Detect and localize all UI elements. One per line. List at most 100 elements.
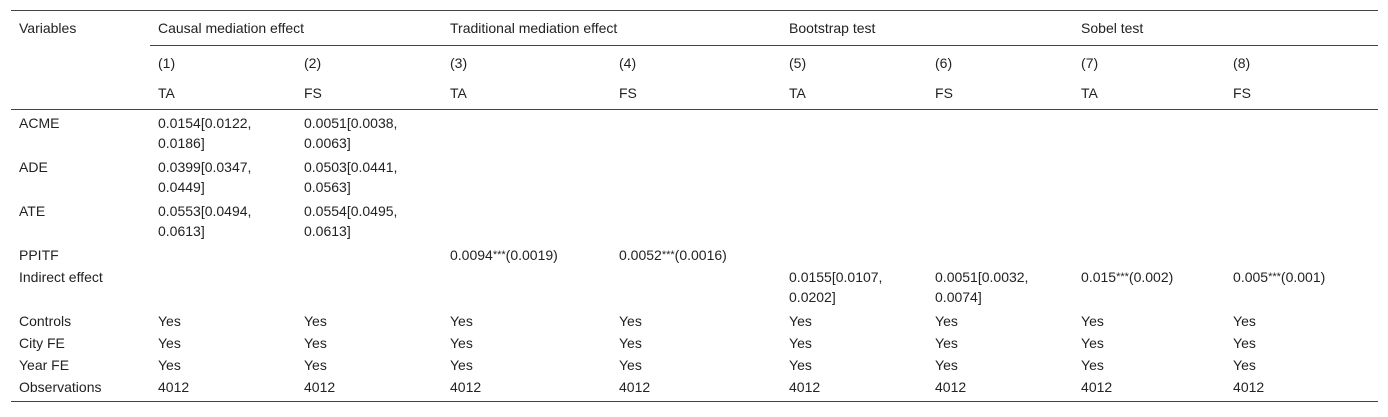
col-number: (2) bbox=[304, 54, 322, 71]
table-cell: 0.0154[0.0122, 0.0186] bbox=[158, 115, 252, 151]
header-number-row: (1) (2) (3) (4) (5) (6) (7) (8) bbox=[11, 45, 1378, 76]
table-cell: 0.0399[0.0347, 0.0449] bbox=[158, 159, 252, 195]
table-cell bbox=[781, 245, 927, 267]
row-label: Year FE bbox=[19, 357, 70, 373]
table-row: Year FE Yes Yes Yes Yes Yes Yes Yes Yes bbox=[11, 355, 1378, 377]
table-cell: Yes bbox=[158, 313, 181, 329]
table-row: PPITF 0.0094***(0.0019) 0.0052***(0.0016) bbox=[11, 245, 1378, 267]
table-cell bbox=[611, 201, 781, 245]
significance-stars: *** bbox=[1116, 271, 1129, 283]
table-row: Indirect effect 0.0155[0.0107, 0.0202] 0.0… bbox=[11, 267, 1378, 311]
col-variable: FS bbox=[927, 76, 1074, 110]
table-cell: 4012 bbox=[611, 377, 782, 402]
standard-error: (0.0019) bbox=[505, 247, 558, 263]
table-cell: Yes bbox=[789, 313, 812, 329]
table-cell bbox=[442, 157, 611, 201]
significance-stars: *** bbox=[661, 249, 675, 261]
group-header-sobel: Sobel test bbox=[1073, 10, 1379, 46]
col-variable: TA bbox=[1073, 76, 1226, 110]
table-cell: 0.0052***(0.0016) bbox=[611, 245, 781, 267]
table-cell bbox=[1073, 201, 1225, 245]
table-cell bbox=[1225, 245, 1378, 267]
table-cell: Yes bbox=[158, 335, 181, 351]
table-cell: Yes bbox=[1233, 335, 1256, 351]
row-label: ATE bbox=[19, 203, 46, 219]
col-variable: FS bbox=[296, 76, 442, 110]
table-row: ADE 0.0399[0.0347, 0.0449] 0.0503[0.0441, … bbox=[11, 157, 1378, 201]
significance-stars: *** bbox=[1268, 271, 1281, 283]
table-cell bbox=[1073, 245, 1225, 267]
header-blank bbox=[11, 45, 150, 76]
table-cell bbox=[296, 245, 442, 267]
significance-stars: *** bbox=[492, 249, 506, 261]
table-cell: 4012 bbox=[1225, 377, 1379, 402]
table-cell: Yes bbox=[935, 313, 958, 329]
standard-error: (0.001) bbox=[1280, 269, 1326, 285]
mediation-results-table: Variables Causal mediation effect Tradit… bbox=[11, 10, 1379, 402]
table-cell: Yes bbox=[304, 335, 327, 351]
table-cell: 4012 bbox=[781, 377, 928, 402]
table-cell: 0.0553[0.0494, 0.0613] bbox=[158, 203, 252, 239]
table-cell bbox=[1225, 157, 1378, 201]
col-number: (6) bbox=[935, 54, 953, 71]
table-cell: Yes bbox=[450, 313, 473, 329]
table-cell bbox=[781, 157, 927, 201]
table-cell: Yes bbox=[450, 357, 473, 373]
header-blank bbox=[11, 76, 150, 110]
table-cell bbox=[611, 157, 781, 201]
table-cell bbox=[1073, 157, 1225, 201]
col-number: (1) bbox=[158, 54, 176, 71]
table-cell: 4012 bbox=[150, 377, 296, 402]
table-cell: Yes bbox=[789, 335, 812, 351]
row-label: ADE bbox=[19, 159, 48, 175]
row-label: ACME bbox=[19, 115, 60, 131]
table-cell: Yes bbox=[935, 357, 958, 373]
table-row: ATE 0.0553[0.0494, 0.0613] 0.0554[0.0495, … bbox=[11, 201, 1378, 245]
table-cell: 0.005***(0.001) bbox=[1225, 267, 1378, 311]
table-cell: Yes bbox=[1233, 357, 1256, 373]
table-cell: Yes bbox=[1081, 313, 1104, 329]
col-variable: FS bbox=[611, 76, 782, 110]
table-cell: 0.0503[0.0441, 0.0563] bbox=[304, 159, 398, 195]
table-cell: Yes bbox=[619, 313, 642, 329]
table-row: City FE Yes Yes Yes Yes Yes Yes Yes Yes bbox=[11, 333, 1378, 355]
group-header-bootstrap: Bootstrap test bbox=[781, 10, 1074, 46]
table-cell bbox=[927, 245, 1073, 267]
col-number: (3) bbox=[450, 54, 468, 71]
table-cell: Yes bbox=[450, 335, 473, 351]
table-cell: Yes bbox=[304, 313, 327, 329]
table-cell: Yes bbox=[619, 357, 642, 373]
table-cell bbox=[927, 110, 1073, 158]
table-cell bbox=[1225, 110, 1378, 158]
table-cell: Yes bbox=[304, 357, 327, 373]
group-header-causal: Causal mediation effect bbox=[150, 10, 442, 46]
header-var-row: TA FS TA FS TA FS TA FS bbox=[11, 76, 1379, 110]
cell-value: 0.015 bbox=[1081, 269, 1117, 285]
table-cell: Yes bbox=[1233, 313, 1256, 329]
table-cell: 4012 bbox=[927, 377, 1074, 402]
table-body: ACME 0.0154[0.0122, 0.0186] 0.0051[0.0038,… bbox=[11, 110, 1379, 402]
row-label: Controls bbox=[19, 313, 72, 329]
col-number: (8) bbox=[1233, 54, 1251, 71]
table-cell bbox=[296, 267, 442, 311]
table-cell: 0.0051[0.0038, 0.0063] bbox=[304, 115, 398, 151]
table-cell: Yes bbox=[619, 335, 642, 351]
row-label: PPITF bbox=[19, 247, 59, 263]
col-variable: FS bbox=[1225, 76, 1379, 110]
row-label: Indirect effect bbox=[19, 269, 103, 285]
cell-value: 0.0052 bbox=[619, 247, 662, 263]
col-number: (4) bbox=[619, 54, 637, 71]
col-variable: TA bbox=[781, 76, 928, 110]
table-cell: Yes bbox=[935, 335, 958, 351]
col-number: (7) bbox=[1081, 54, 1099, 71]
variables-header: Variables bbox=[11, 10, 150, 45]
table-cell bbox=[927, 157, 1073, 201]
col-variable: TA bbox=[150, 76, 296, 110]
table-cell bbox=[927, 201, 1073, 245]
table-cell: 0.015***(0.002) bbox=[1073, 267, 1225, 311]
standard-error: (0.002) bbox=[1128, 269, 1174, 285]
table-cell bbox=[1073, 110, 1225, 158]
table-cell: Yes bbox=[789, 357, 812, 373]
table-cell bbox=[150, 267, 296, 311]
table-cell bbox=[781, 201, 927, 245]
